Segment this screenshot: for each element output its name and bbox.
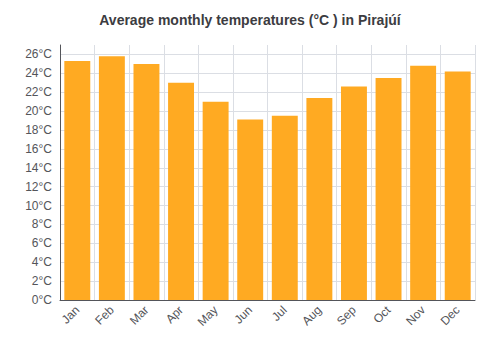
svg-text:20°C: 20°C [25,104,52,118]
svg-text:10°C: 10°C [25,199,52,213]
svg-text:Aug: Aug [299,303,324,328]
svg-text:Dec: Dec [438,303,463,328]
svg-text:6°C: 6°C [32,236,52,250]
svg-text:Jun: Jun [232,303,256,327]
svg-text:Mar: Mar [127,303,152,327]
svg-text:18°C: 18°C [25,123,52,137]
svg-text:Feb: Feb [92,303,117,328]
svg-text:Apr: Apr [163,303,186,326]
svg-text:Jan: Jan [59,303,83,327]
svg-text:16°C: 16°C [25,142,52,156]
svg-text:Average monthly temperatures (: Average monthly temperatures (°C ) in Pi… [99,12,402,28]
svg-text:8°C: 8°C [32,217,52,231]
svg-text:Oct: Oct [370,303,394,327]
svg-text:Jul: Jul [269,303,290,324]
svg-text:2°C: 2°C [32,274,52,288]
svg-text:4°C: 4°C [32,255,52,269]
svg-text:12°C: 12°C [25,180,52,194]
svg-text:Sep: Sep [334,303,359,328]
svg-text:22°C: 22°C [25,85,52,99]
svg-text:0°C: 0°C [32,293,52,307]
svg-text:May: May [195,303,221,329]
svg-text:14°C: 14°C [25,161,52,175]
svg-text:26°C: 26°C [25,47,52,61]
svg-text:24°C: 24°C [25,66,52,80]
svg-text:Nov: Nov [403,303,428,328]
